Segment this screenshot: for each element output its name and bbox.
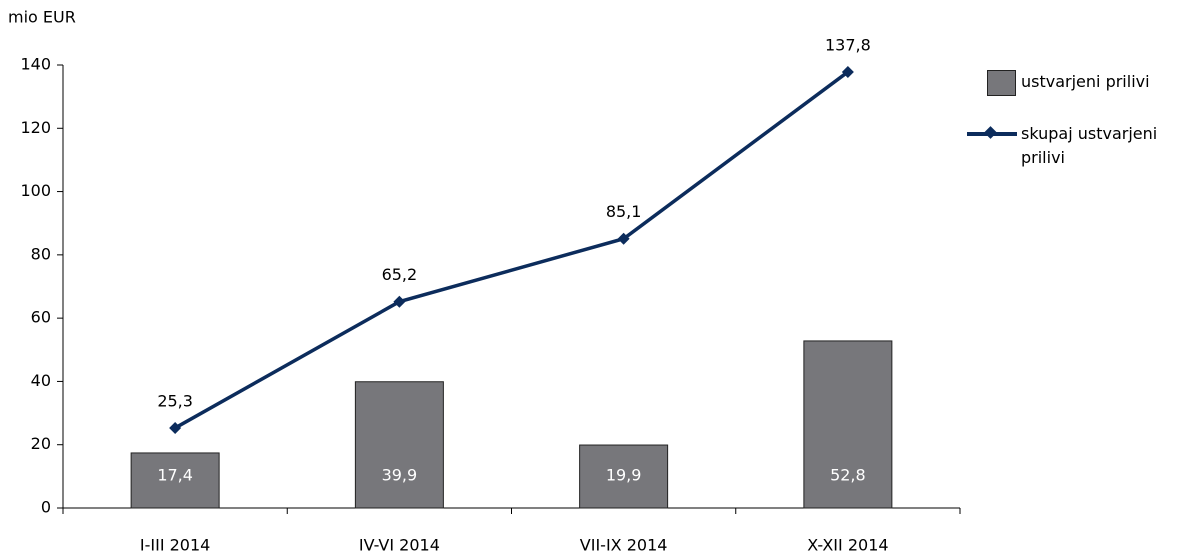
x-tick-label: I-III 2014 — [140, 536, 210, 555]
y-tick-label: 0 — [41, 498, 51, 517]
legend-item: ustvarjeni prilivi — [967, 70, 1167, 96]
legend-swatch — [967, 70, 1017, 96]
bar — [354, 381, 444, 509]
y-tick-label: 80 — [31, 244, 51, 263]
marker — [617, 232, 630, 245]
y-tick-label: 20 — [31, 434, 51, 453]
x-tick-label: X-XII 2014 — [807, 536, 888, 555]
y-tick-label: 40 — [31, 371, 51, 390]
marker — [169, 421, 182, 434]
y-tick-label: 100 — [20, 181, 51, 200]
line — [174, 70, 849, 430]
data-label: 137,8 — [825, 35, 871, 54]
marker — [841, 65, 854, 78]
data-label: 52,8 — [830, 466, 866, 485]
legend-label: skupaj ustvarjeni prilivi — [1021, 124, 1158, 167]
y-axis-label: mio EUR — [8, 8, 76, 27]
bar — [803, 340, 893, 509]
y-tick-label: 140 — [20, 55, 51, 74]
legend-label: ustvarjeni prilivi — [1021, 72, 1150, 91]
data-label: 19,9 — [606, 466, 642, 485]
data-label: 39,9 — [382, 466, 418, 485]
bar — [130, 452, 220, 509]
data-label: 65,2 — [382, 265, 418, 284]
x-tick-label: VII-IX 2014 — [580, 536, 668, 555]
y-tick-label: 60 — [31, 308, 51, 327]
x-tick-label: IV-VI 2014 — [359, 536, 440, 555]
y-tick-label: 120 — [20, 118, 51, 137]
legend-item: skupaj ustvarjeni prilivi — [967, 122, 1167, 170]
data-label: 85,1 — [606, 202, 642, 221]
data-label: 25,3 — [157, 391, 193, 410]
legend-swatch — [967, 122, 1017, 148]
legend: ustvarjeni prilivi skupaj ustvarjeni pril… — [967, 70, 1167, 196]
bar — [579, 444, 669, 509]
marker — [393, 295, 406, 308]
data-label: 17,4 — [157, 466, 193, 485]
